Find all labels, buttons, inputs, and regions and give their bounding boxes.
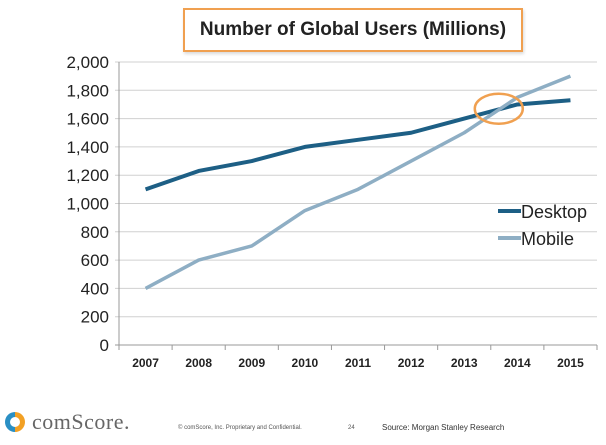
source-text: Source: Morgan Stanley Research: [382, 423, 505, 432]
y-tick-label: 1,800: [66, 81, 109, 100]
y-tick-label: 1,000: [66, 195, 109, 214]
y-tick-label: 600: [81, 251, 109, 270]
legend-label-desktop: Desktop: [521, 202, 587, 222]
comscore-logo-icon: [5, 412, 25, 432]
y-tick-label: 800: [81, 223, 109, 242]
x-tick-label: 2009: [238, 356, 265, 370]
y-tick-label: 2,000: [66, 53, 109, 72]
x-tick-label: 2012: [398, 356, 425, 370]
logo-text: comScore.: [32, 409, 130, 434]
y-tick-label: 400: [81, 279, 109, 298]
y-tick-label: 1,200: [66, 166, 109, 185]
y-tick-label: 0: [100, 336, 109, 355]
y-tick-label: 1,400: [66, 138, 109, 157]
comscore-logo: comScore.: [4, 409, 130, 435]
chart-title: Number of Global Users (Millions): [183, 8, 523, 52]
copyright-text: © comScore, Inc. Proprietary and Confide…: [178, 425, 302, 431]
x-tick-label: 2011: [345, 356, 371, 370]
series-line-desktop: [144, 98, 571, 192]
legend-label-mobile: Mobile: [521, 229, 574, 249]
x-tick-label: 2007: [132, 356, 159, 370]
y-tick-label: 1,600: [66, 110, 109, 129]
highlight-ellipse: [473, 92, 525, 125]
x-tick-label: 2013: [451, 356, 478, 370]
page-number: 24: [348, 425, 355, 431]
x-tick-label: 2010: [292, 356, 319, 370]
x-tick-label: 2015: [557, 356, 584, 370]
x-tick-label: 2014: [504, 356, 531, 370]
x-tick-label: 2008: [185, 356, 212, 370]
y-tick-label: 200: [81, 308, 109, 327]
